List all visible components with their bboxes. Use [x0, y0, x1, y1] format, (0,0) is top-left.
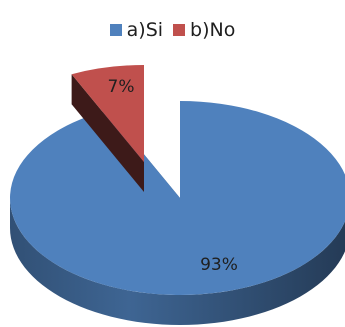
- legend-item-no: b)No: [173, 19, 235, 41]
- legend-swatch-no: [173, 24, 186, 36]
- data-label-si: 93%: [200, 255, 238, 275]
- pie-slice-no-cut-left: [71, 74, 144, 192]
- data-label-no: 7%: [108, 77, 135, 97]
- legend-item-si: a)Si: [109, 19, 164, 41]
- pie-slice-si: [10, 101, 345, 295]
- legend-label-si: a)Si: [126, 19, 164, 41]
- pie-slice-no: [71, 65, 144, 162]
- legend-swatch-si: [109, 24, 122, 36]
- pie-slice-si-side: [10, 198, 345, 325]
- chart-legend: a)Si b)No: [0, 18, 345, 42]
- legend-label-no: b)No: [190, 19, 236, 41]
